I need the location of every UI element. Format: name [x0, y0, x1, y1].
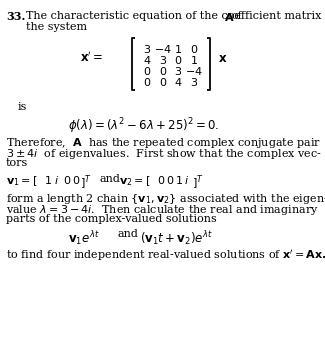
Text: $4$: $4$	[174, 76, 182, 88]
Text: tors: tors	[6, 158, 28, 168]
Text: $3$: $3$	[190, 76, 198, 88]
Text: $\mathbf{x'} =$: $\mathbf{x'} =$	[80, 51, 103, 65]
Text: $0$: $0$	[159, 65, 167, 77]
Text: $\mathbf{x}$: $\mathbf{x}$	[218, 51, 228, 64]
Text: $0$: $0$	[72, 174, 80, 186]
Text: $3$: $3$	[143, 43, 151, 55]
Text: $1$: $1$	[174, 43, 182, 55]
Text: $(\mathbf{v}_1 t + \mathbf{v}_2)e^{\lambda t}$: $(\mathbf{v}_1 t + \mathbf{v}_2)e^{\lamb…	[140, 229, 213, 248]
Text: to find four independent real-valued solutions of $\mathbf{x'} = \mathbf{Ax.}$: to find four independent real-valued sol…	[6, 248, 325, 263]
Text: $-4$: $-4$	[154, 43, 172, 55]
Text: $i$: $i$	[54, 174, 59, 186]
Text: $1$: $1$	[175, 174, 183, 186]
Text: $0$: $0$	[166, 174, 174, 186]
Text: $\mathbf{v}_1 e^{\lambda t}$: $\mathbf{v}_1 e^{\lambda t}$	[68, 229, 99, 248]
Text: $\mathbf{A}$: $\mathbf{A}$	[224, 11, 235, 23]
Text: parts of the complex-valued solutions: parts of the complex-valued solutions	[6, 214, 217, 224]
Text: $3$: $3$	[174, 65, 182, 77]
Text: $0$: $0$	[143, 76, 151, 88]
Text: $1$: $1$	[44, 174, 52, 186]
Text: The characteristic equation of the coefficient matrix: The characteristic equation of the coeff…	[26, 11, 325, 21]
Text: $3$: $3$	[159, 54, 167, 66]
Text: and: and	[100, 174, 121, 184]
Text: 33.: 33.	[6, 11, 25, 22]
Text: value $\lambda = 3 - 4i$.  Then calculate the real and imaginary: value $\lambda = 3 - 4i$. Then calculate…	[6, 203, 318, 217]
Text: $3 \pm 4i$  of eigenvalues.  First show that the complex vec-: $3 \pm 4i$ of eigenvalues. First show th…	[6, 147, 322, 161]
Text: $0$: $0$	[63, 174, 71, 186]
Text: is: is	[18, 102, 27, 112]
Text: $]^T$: $]^T$	[80, 174, 92, 193]
Text: $0$: $0$	[174, 54, 182, 66]
Text: $0$: $0$	[190, 43, 198, 55]
Text: $0$: $0$	[143, 65, 151, 77]
Text: the system: the system	[26, 22, 87, 32]
Text: $0$: $0$	[159, 76, 167, 88]
Text: $-4$: $-4$	[185, 65, 203, 77]
Text: $i$: $i$	[184, 174, 189, 186]
Text: $4$: $4$	[143, 54, 151, 66]
Text: $1$: $1$	[190, 54, 198, 66]
Text: $\mathbf{v}_1 = [$: $\mathbf{v}_1 = [$	[6, 174, 38, 188]
Text: $\mathbf{v}_2 = [$: $\mathbf{v}_2 = [$	[119, 174, 150, 188]
Text: $0$: $0$	[157, 174, 165, 186]
Text: of: of	[232, 11, 243, 21]
Text: and: and	[118, 229, 139, 239]
Text: $]^T$: $]^T$	[192, 174, 204, 193]
Text: $\phi(\lambda) = (\lambda^2 - 6\lambda + 25)^2 = 0.$: $\phi(\lambda) = (\lambda^2 - 6\lambda +…	[68, 116, 219, 136]
Text: Therefore,  $\mathbf{A}$  has the repeated complex conjugate pair: Therefore, $\mathbf{A}$ has the repeated…	[6, 136, 321, 150]
Text: form a length 2 chain $\{\mathbf{v}_1, \mathbf{v}_2\}$ associated with the eigen: form a length 2 chain $\{\mathbf{v}_1, \…	[6, 192, 325, 206]
